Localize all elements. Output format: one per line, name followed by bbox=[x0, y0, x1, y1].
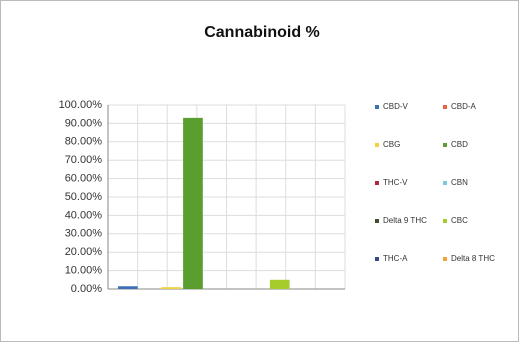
legend-swatch bbox=[375, 257, 379, 261]
legend-swatch bbox=[443, 105, 447, 109]
y-tick-label: 60.00% bbox=[65, 173, 103, 185]
legend-label: CBG bbox=[383, 140, 400, 149]
y-tick-label: 0.00% bbox=[71, 283, 102, 295]
legend-label: THC-A bbox=[383, 254, 408, 263]
legend-label: CBD-A bbox=[451, 102, 477, 111]
legend-label: THC-V bbox=[383, 178, 408, 187]
legend-label: Delta 9 THC bbox=[383, 216, 427, 225]
y-tick-label: 80.00% bbox=[65, 136, 103, 148]
y-tick-label: 50.00% bbox=[65, 191, 103, 203]
chart-title: Cannabinoid % bbox=[204, 24, 320, 41]
legend-swatch bbox=[375, 219, 379, 223]
legend-label: CBD bbox=[451, 140, 468, 149]
legend-label: CBN bbox=[451, 178, 468, 187]
legend-swatch bbox=[443, 219, 447, 223]
legend-label: CBD-V bbox=[383, 102, 409, 111]
y-tick-label: 70.00% bbox=[65, 154, 103, 166]
y-tick-label: 20.00% bbox=[65, 246, 103, 258]
legend-label: CBC bbox=[451, 216, 468, 225]
legend-swatch bbox=[375, 105, 379, 109]
y-tick-label: 90.00% bbox=[65, 117, 103, 129]
legend-swatch bbox=[375, 181, 379, 185]
bar bbox=[183, 117, 203, 289]
bar bbox=[269, 279, 290, 289]
legend-swatch bbox=[375, 143, 379, 147]
y-tick-label: 30.00% bbox=[65, 228, 103, 240]
legend-swatch bbox=[443, 181, 447, 185]
bar bbox=[161, 287, 182, 289]
bar bbox=[118, 286, 138, 289]
y-tick-label: 10.00% bbox=[65, 265, 103, 277]
y-tick-label: 40.00% bbox=[65, 209, 103, 221]
legend-label: Delta 8 THC bbox=[451, 254, 495, 263]
legend-swatch bbox=[443, 257, 447, 261]
y-tick-label: 100.00% bbox=[59, 99, 103, 111]
legend-swatch bbox=[443, 143, 447, 147]
